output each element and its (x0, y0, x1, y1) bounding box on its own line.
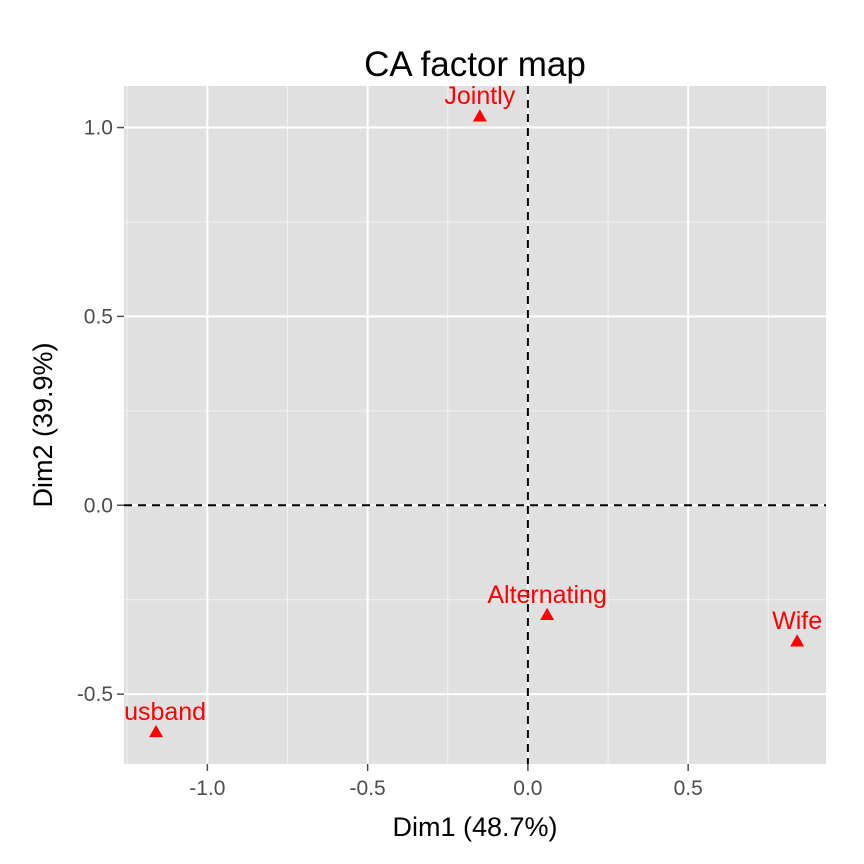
plot-panel (124, 86, 826, 764)
chart-title: CA factor map (364, 45, 586, 84)
x-axis-ticks: -1.0 -0.5 0.0 0.5 (189, 764, 703, 800)
data-points: Jointly Alternating Wife Husband (106, 82, 822, 738)
point-label: Husband (106, 698, 206, 726)
point-marker (149, 724, 164, 738)
y-tick-label: 1.0 (84, 117, 113, 140)
point-label: Jointly (444, 82, 515, 110)
point-label: Alternating (487, 581, 607, 609)
y-tick-label: -0.5 (77, 683, 113, 706)
x-tick-label: 0.0 (513, 777, 542, 800)
point-marker (540, 607, 555, 621)
x-axis-title: Dim1 (48.7%) (392, 812, 557, 842)
reference-lines (124, 86, 826, 764)
point-marker (472, 109, 487, 122)
point-label: Wife (772, 607, 822, 635)
y-tick-label: 0.0 (84, 494, 113, 517)
y-axis-title: Dim2 (39.9%) (28, 342, 58, 507)
x-tick-label: -1.0 (189, 777, 225, 800)
x-tick-label: -0.5 (350, 777, 386, 800)
y-tick-label: 0.5 (84, 305, 113, 328)
y-axis-ticks: -0.5 0.0 0.5 1.0 (77, 117, 124, 706)
x-tick-label: 0.5 (674, 777, 703, 800)
point-marker (790, 634, 805, 647)
